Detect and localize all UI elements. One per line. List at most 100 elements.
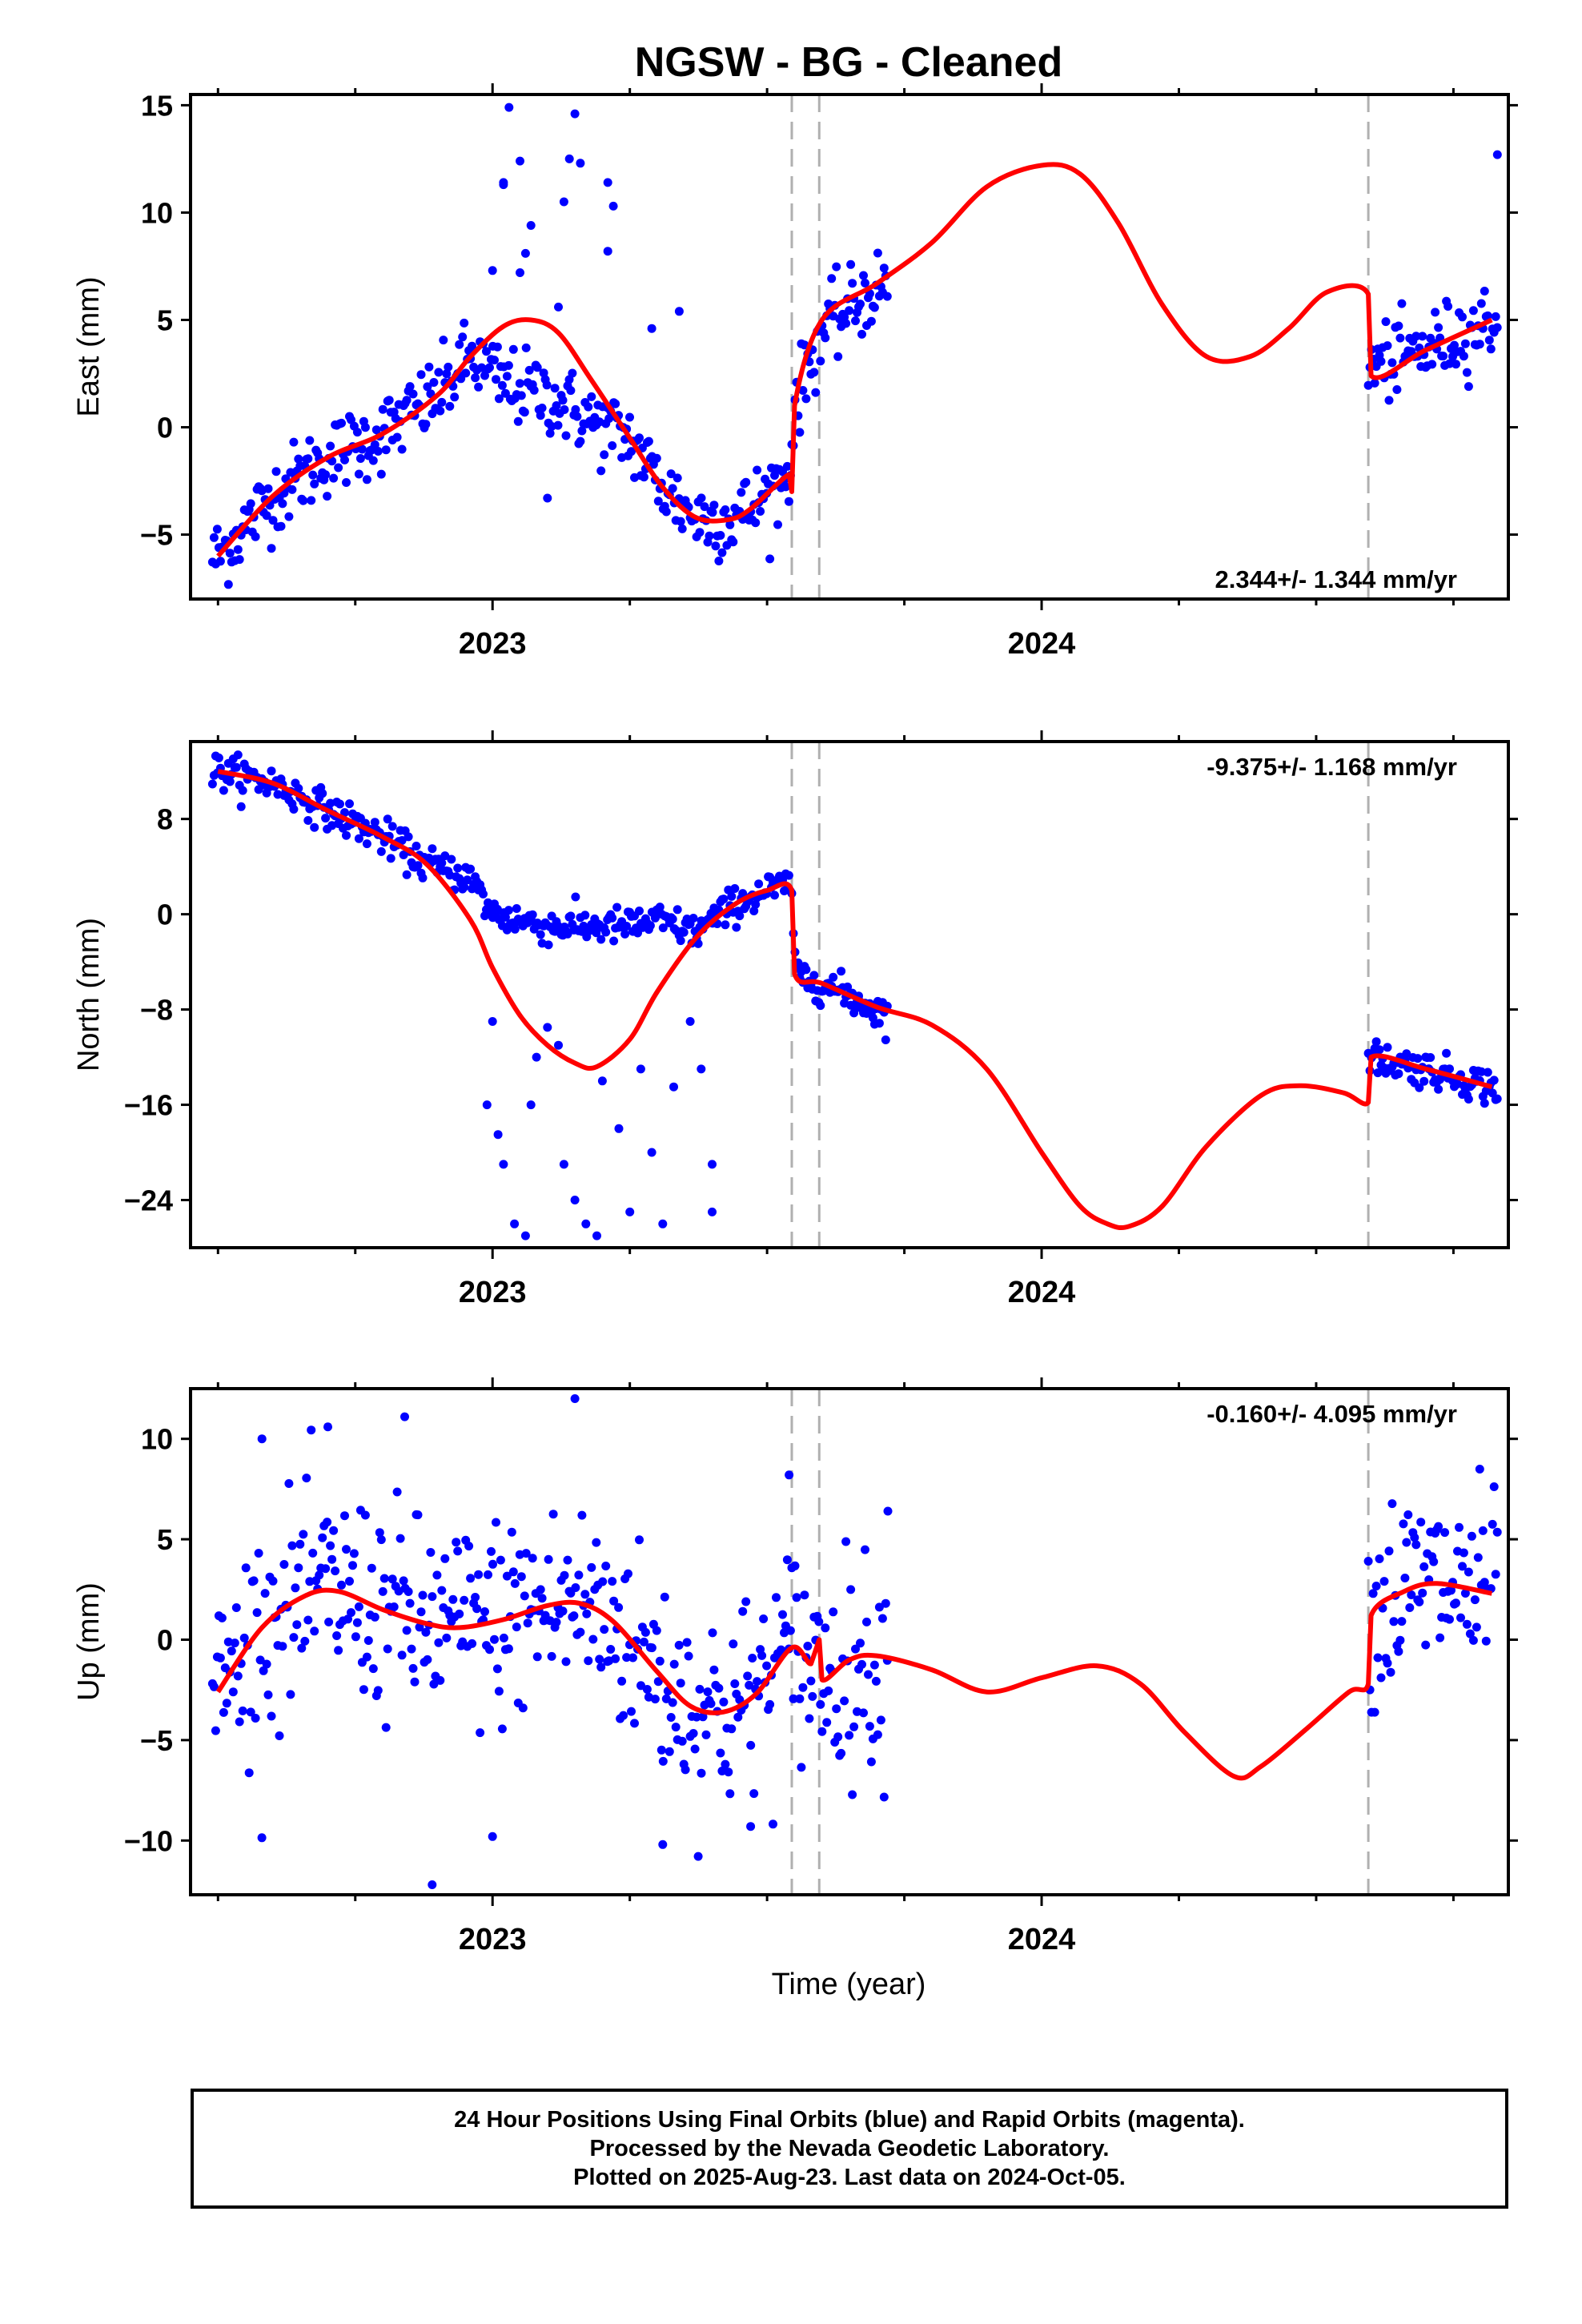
- data-point: [595, 1655, 604, 1664]
- data-point: [833, 352, 843, 361]
- data-point: [622, 922, 632, 931]
- data-point: [692, 1712, 701, 1722]
- y-tick-label: −24: [124, 1184, 173, 1217]
- data-point: [368, 456, 378, 465]
- data-point: [536, 930, 545, 939]
- data-point: [669, 1659, 679, 1669]
- data-point: [714, 1683, 724, 1693]
- data-point: [1464, 1567, 1473, 1577]
- data-point: [801, 965, 811, 975]
- data-point: [468, 1638, 477, 1648]
- data-point: [471, 1593, 480, 1602]
- data-point: [482, 347, 491, 356]
- data-point: [617, 1676, 627, 1686]
- data-point: [560, 1570, 569, 1580]
- data-point: [653, 497, 663, 506]
- data-point: [1434, 323, 1443, 332]
- data-point: [437, 858, 447, 868]
- data-point: [1478, 1526, 1488, 1535]
- data-point: [460, 1595, 469, 1605]
- data-point: [405, 382, 415, 392]
- data-point: [846, 1585, 856, 1594]
- data-point: [352, 428, 362, 437]
- data-point: [544, 1554, 553, 1564]
- data-point: [348, 1561, 357, 1570]
- data-point: [267, 1711, 276, 1721]
- data-point: [408, 1663, 418, 1673]
- data-point: [746, 1822, 756, 1831]
- data-point: [612, 903, 622, 912]
- caption-line-2: Processed by the Nevada Geodetic Laborat…: [589, 2136, 1110, 2161]
- data-point: [1418, 332, 1427, 341]
- data-point: [862, 1617, 871, 1626]
- data-point: [392, 432, 402, 442]
- data-point: [571, 1583, 580, 1592]
- data-point: [620, 929, 630, 939]
- data-point: [542, 380, 552, 390]
- data-point: [1392, 385, 1402, 394]
- data-point: [673, 473, 682, 483]
- data-point: [559, 197, 568, 207]
- data-point: [373, 447, 383, 456]
- data-point: [440, 1554, 450, 1563]
- data-point: [488, 1017, 497, 1026]
- x-axis-label: Time (year): [772, 1968, 926, 2001]
- data-point: [625, 412, 634, 422]
- y-tick-label: 8: [157, 803, 173, 836]
- data-point: [318, 1533, 327, 1542]
- data-point: [1375, 1554, 1384, 1563]
- data-point: [656, 1745, 666, 1755]
- data-point: [480, 371, 489, 380]
- data-point: [874, 1019, 884, 1028]
- data-point: [384, 396, 394, 405]
- data-point: [496, 1555, 505, 1565]
- data-point: [655, 1656, 665, 1666]
- data-point: [368, 1664, 378, 1674]
- data-point: [676, 517, 685, 526]
- data-point: [570, 1394, 580, 1403]
- data-point: [882, 292, 892, 301]
- data-point: [1426, 1053, 1435, 1062]
- data-point: [716, 1748, 725, 1758]
- data-point: [701, 1730, 711, 1739]
- data-point: [857, 1659, 866, 1669]
- data-point: [627, 1707, 636, 1716]
- data-point: [396, 1534, 405, 1543]
- data-point: [437, 1586, 447, 1595]
- data-point: [832, 262, 841, 271]
- data-point: [528, 910, 537, 919]
- data-point: [877, 1614, 887, 1623]
- data-point: [412, 842, 421, 850]
- data-point: [354, 834, 363, 843]
- data-point: [432, 1570, 442, 1580]
- data-point: [857, 329, 866, 339]
- data-point: [1415, 1597, 1424, 1606]
- data-point: [1472, 1622, 1481, 1632]
- data-point: [564, 154, 574, 163]
- data-point: [219, 786, 228, 795]
- data-point: [709, 1665, 719, 1675]
- data-point: [1492, 150, 1502, 159]
- data-point: [603, 178, 612, 187]
- data-point: [777, 1645, 785, 1655]
- data-point: [829, 1607, 838, 1617]
- data-point: [413, 1510, 423, 1520]
- data-point: [600, 1625, 609, 1634]
- model-curve: [217, 769, 1493, 1231]
- data-point: [378, 404, 387, 414]
- data-point: [321, 470, 331, 480]
- data-point: [376, 469, 386, 479]
- data-point: [492, 1664, 502, 1674]
- data-point: [259, 1666, 268, 1675]
- data-point: [520, 1591, 529, 1601]
- data-point: [436, 406, 445, 416]
- data-point: [550, 384, 560, 393]
- data-point: [225, 549, 235, 558]
- data-point: [1460, 1589, 1470, 1598]
- data-point: [536, 411, 545, 420]
- caption-box: 24 Hour Positions Using Final Orbits (bl…: [191, 2089, 1508, 2209]
- data-point: [547, 1651, 556, 1661]
- data-point: [851, 1003, 860, 1013]
- data-point: [246, 499, 255, 509]
- data-point: [392, 1487, 402, 1497]
